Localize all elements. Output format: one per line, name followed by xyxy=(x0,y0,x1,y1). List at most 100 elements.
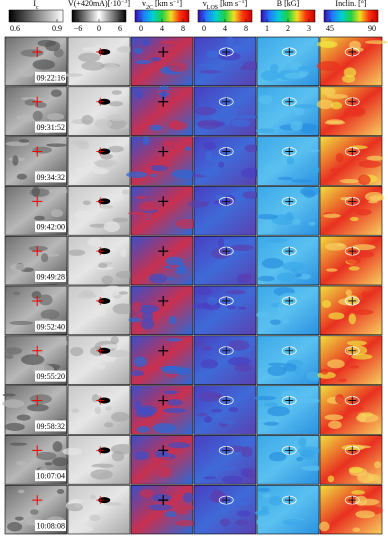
texture xyxy=(130,370,145,377)
colorbar-tick-label: 4 xyxy=(223,24,227,33)
title-part: −1 xyxy=(238,0,244,5)
texture xyxy=(357,412,367,423)
texture xyxy=(71,408,80,414)
texture xyxy=(325,242,347,251)
texture xyxy=(16,173,27,180)
texture xyxy=(136,91,143,99)
texture xyxy=(101,275,114,285)
texture xyxy=(74,503,82,509)
image-panel xyxy=(193,484,257,535)
texture xyxy=(260,70,280,81)
marker-cross xyxy=(158,445,169,456)
texture xyxy=(75,418,83,429)
colorbar-tick-label: 0 xyxy=(139,24,143,33)
texture xyxy=(195,341,205,347)
texture xyxy=(139,488,154,498)
marker-cross xyxy=(32,395,43,406)
column-title: vLOS [km s−1] xyxy=(203,0,248,11)
marker-cross xyxy=(158,295,169,306)
texture xyxy=(358,160,382,168)
texture xyxy=(296,456,304,462)
texture xyxy=(283,363,297,372)
texture xyxy=(360,291,371,298)
time-box xyxy=(35,71,66,83)
texture xyxy=(50,209,64,218)
texture xyxy=(81,47,100,52)
marker-cross xyxy=(32,146,43,157)
texture xyxy=(286,157,295,165)
marker-cross xyxy=(158,246,169,257)
marker-cross xyxy=(285,47,294,56)
texture xyxy=(238,273,251,283)
texture xyxy=(298,124,319,129)
texture xyxy=(140,318,155,330)
texture xyxy=(345,289,352,296)
time-label: 09:31:52 xyxy=(37,123,65,132)
marker-cross xyxy=(158,46,169,57)
texture xyxy=(324,414,344,421)
texture xyxy=(217,237,225,249)
texture xyxy=(89,223,108,228)
texture xyxy=(200,359,219,369)
texture xyxy=(15,460,27,466)
texture xyxy=(294,273,303,278)
time-label: 10:07:04 xyxy=(37,472,65,481)
texture xyxy=(199,170,219,177)
title-part: c xyxy=(36,5,39,11)
time-label: 09:22:16 xyxy=(37,73,65,82)
time-box xyxy=(35,171,66,183)
texture xyxy=(17,489,25,494)
texture xyxy=(298,65,313,72)
texture xyxy=(205,466,217,471)
texture xyxy=(139,201,157,212)
texture xyxy=(263,402,279,407)
texture xyxy=(240,167,260,179)
texture xyxy=(283,319,290,324)
texture xyxy=(163,390,179,395)
texture xyxy=(150,164,168,172)
texture xyxy=(215,194,225,200)
texture xyxy=(352,309,374,316)
marker-cross xyxy=(96,446,105,455)
texture xyxy=(255,128,275,134)
texture xyxy=(346,257,361,265)
texture xyxy=(103,502,123,506)
texture xyxy=(175,242,190,249)
texture xyxy=(5,354,14,360)
texture xyxy=(335,153,344,163)
texture xyxy=(2,399,25,408)
texture xyxy=(174,520,197,527)
marker-cross xyxy=(285,247,294,256)
texture xyxy=(106,118,127,130)
texture xyxy=(94,119,112,129)
texture xyxy=(184,146,192,152)
texture xyxy=(4,422,25,431)
texture xyxy=(207,296,218,306)
texture xyxy=(168,442,191,449)
texture xyxy=(294,104,317,109)
texture xyxy=(166,338,183,342)
texture xyxy=(194,106,217,116)
texture xyxy=(112,217,129,223)
marker-cross xyxy=(285,147,294,156)
texture xyxy=(175,266,188,275)
title-part: v xyxy=(203,0,207,8)
texture xyxy=(34,215,45,221)
texture xyxy=(235,519,249,526)
texture xyxy=(298,446,320,455)
texture xyxy=(12,291,21,296)
texture xyxy=(285,211,294,221)
texture xyxy=(47,189,70,194)
texture xyxy=(234,363,253,372)
texture xyxy=(348,266,360,271)
time-box xyxy=(35,320,66,332)
marker-cross xyxy=(96,197,105,206)
texture xyxy=(346,340,367,346)
marker-cross xyxy=(96,396,105,405)
texture xyxy=(269,451,287,462)
texture xyxy=(169,121,188,131)
column-title: B [kG] xyxy=(277,0,300,8)
texture xyxy=(104,63,119,72)
texture xyxy=(196,287,213,296)
marker-cross xyxy=(222,97,231,106)
